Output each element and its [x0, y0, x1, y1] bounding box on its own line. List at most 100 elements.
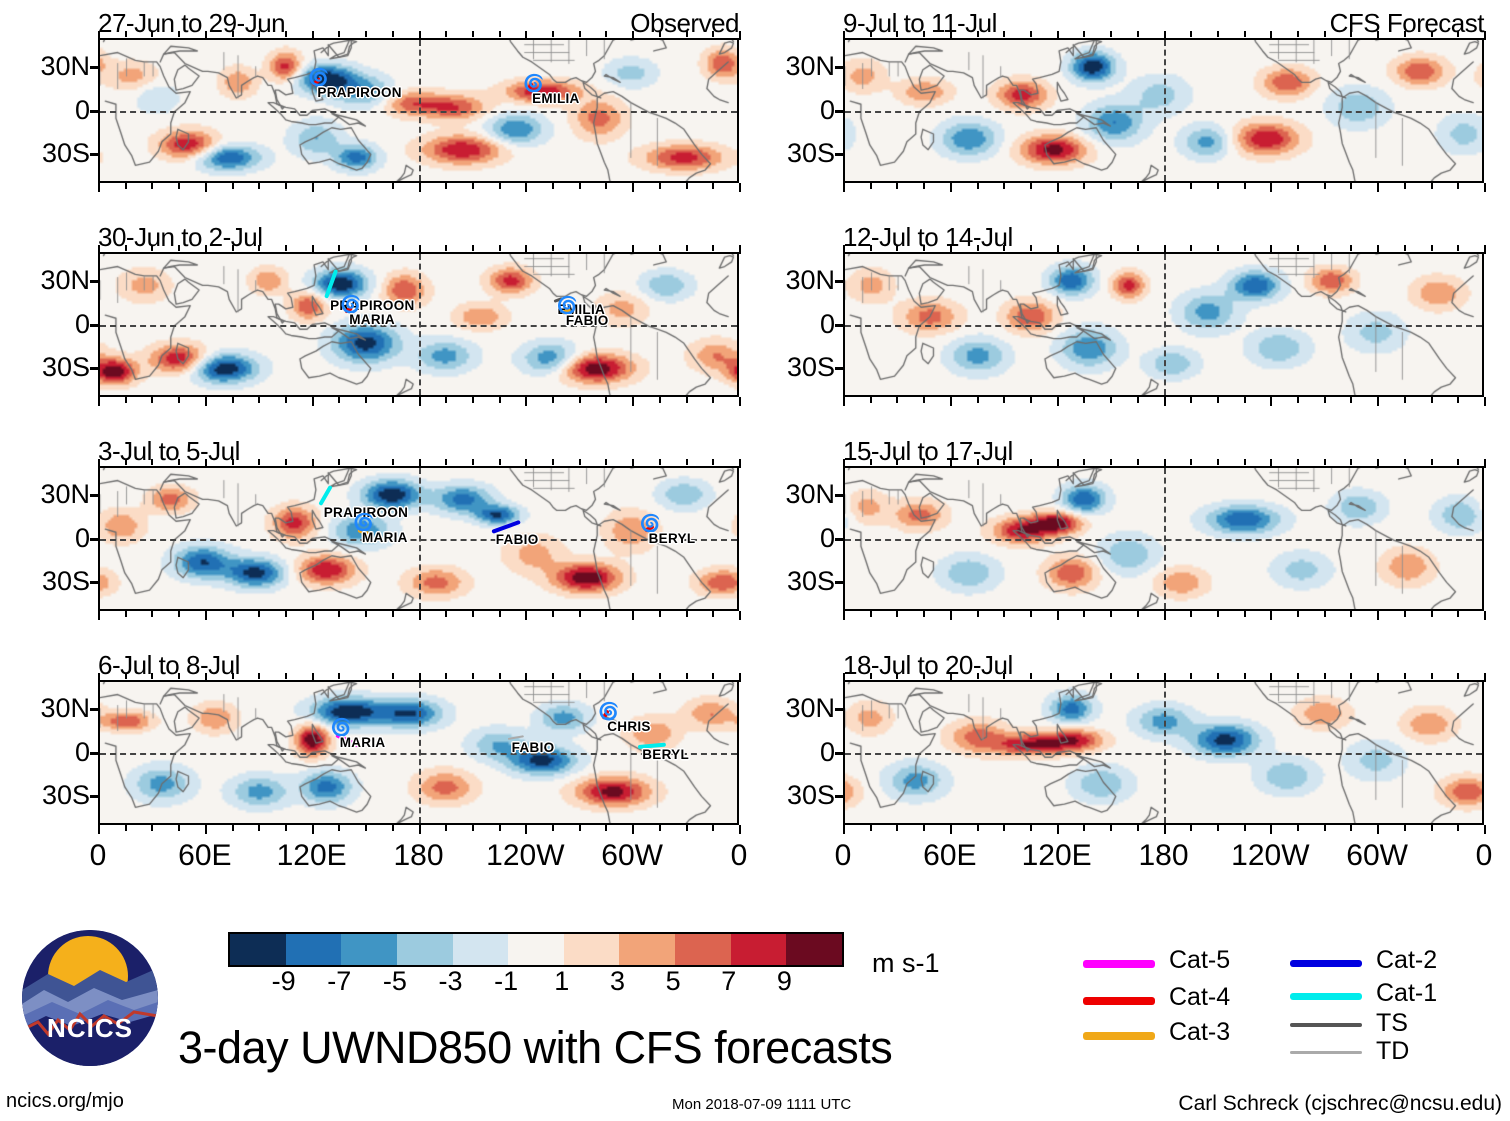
x-tick: [949, 459, 952, 468]
map-panel-obs-3[interactable]: PRAPIROON 🌀 MARIA FABIO 🌀 BERYL: [98, 466, 739, 611]
x-tick: [1350, 31, 1353, 37]
x-axis-label: 180: [393, 839, 444, 872]
colorbar-cell-1: [285, 934, 342, 965]
x-tick: [284, 245, 287, 251]
x-tick: [1430, 459, 1433, 465]
x-tick: [1270, 245, 1273, 254]
y-tick: [835, 323, 845, 327]
x-tick: [869, 183, 872, 189]
x-tick: [1350, 459, 1353, 465]
x-tick: [445, 31, 448, 37]
x-tick: [365, 825, 368, 831]
y-axis-label: 0: [74, 94, 90, 125]
x-tick: [1083, 31, 1086, 37]
x-tick: [1216, 183, 1219, 189]
map-panel-obs-1[interactable]: 🌀 PRAPIROON 🌀 EMILIA: [98, 38, 739, 183]
x-tick: [712, 459, 715, 465]
legend-swatch-cat-4: [1083, 997, 1155, 1005]
x-tick: [258, 459, 261, 465]
x-tick: [1003, 459, 1006, 465]
map-panel-obs-4[interactable]: 🌀 MARIA FABIO 🌀 CHRIS BERYL: [98, 680, 739, 825]
x-tick: [311, 245, 314, 254]
x-tick: [869, 459, 872, 465]
x-tick: [1403, 397, 1406, 403]
x-tick: [98, 673, 100, 682]
x-tick: [552, 245, 555, 251]
map-panel-fcst-4[interactable]: [843, 680, 1484, 825]
y-axis-label: 30S: [786, 780, 835, 810]
x-tick: [843, 825, 845, 834]
x-tick: [1003, 397, 1006, 403]
x-tick: [1216, 611, 1219, 617]
x-tick: [605, 397, 608, 403]
map-panel-fcst-3[interactable]: [843, 466, 1484, 611]
site-url[interactable]: ncics.org/mjo: [6, 1090, 124, 1112]
x-tick: [1297, 825, 1300, 831]
x-tick: [338, 397, 341, 403]
x-tick: [1029, 459, 1032, 465]
x-tick: [658, 459, 661, 465]
x-tick: [1430, 183, 1433, 189]
x-tick: [338, 31, 341, 37]
x-tick: [365, 245, 368, 251]
x-tick: [284, 611, 287, 617]
x-tick: [1163, 245, 1166, 254]
hurricane-symbol-prapiroon: 🌀: [308, 68, 330, 87]
x-tick: [685, 397, 688, 403]
x-tick: [632, 31, 635, 40]
colorbar-cell-7: [619, 934, 675, 965]
x-tick: [949, 611, 952, 620]
y-tick: [835, 751, 845, 755]
x-tick: [1297, 673, 1300, 679]
x-tick: [391, 825, 394, 831]
x-tick: [1323, 245, 1326, 251]
panel-title-obs-2: 30-Jun to 2-Jul: [98, 222, 263, 252]
x-tick: [685, 825, 688, 831]
map-panel-obs-2[interactable]: PRAPIROON 🌀 MARIA EMILIA 🌀 FABIO: [98, 252, 739, 397]
x-tick: [284, 673, 287, 679]
x-tick: [1163, 459, 1166, 468]
x-axis-label: 120W: [486, 839, 565, 872]
colorbar-tick-label: 5: [665, 966, 681, 996]
storm-label-maria: MARIA: [361, 529, 408, 545]
x-tick: [843, 611, 845, 620]
x-tick: [1136, 397, 1139, 403]
x-tick: [1190, 245, 1193, 251]
map-panel-fcst-1[interactable]: [843, 38, 1484, 183]
y-tick: [835, 537, 845, 541]
x-tick: [1083, 673, 1086, 679]
legend-swatch-ts: [1290, 1023, 1362, 1027]
x-tick: [124, 183, 127, 189]
storm-label-fabio: FABIO: [565, 313, 609, 329]
y-tick: [90, 323, 100, 327]
x-tick: [445, 673, 448, 679]
x-tick: [976, 825, 979, 831]
x-tick: [1056, 459, 1059, 468]
y-tick: [835, 109, 845, 113]
legend-label-cat-4: Cat-4: [1169, 983, 1231, 1011]
x-tick: [1430, 673, 1433, 679]
storm-label-maria: MARIA: [339, 735, 386, 751]
x-tick: [1136, 825, 1139, 831]
x-tick: [1136, 183, 1139, 189]
x-tick: [258, 31, 261, 37]
x-tick: [124, 673, 127, 679]
x-tick: [1163, 611, 1166, 620]
x-tick: [578, 183, 581, 189]
y-tick: [90, 66, 100, 69]
map-panel-fcst-2[interactable]: [843, 252, 1484, 397]
x-tick: [525, 825, 528, 834]
x-tick: [1457, 459, 1460, 465]
x-tick: [151, 825, 154, 831]
dateline: [1163, 682, 1166, 823]
x-tick: [1323, 397, 1326, 403]
x-tick: [578, 245, 581, 251]
x-tick: [896, 245, 899, 251]
x-tick: [923, 673, 926, 679]
x-tick: [1003, 673, 1006, 679]
x-tick: [1457, 611, 1460, 617]
x-tick: [1323, 611, 1326, 617]
y-tick: [835, 581, 845, 584]
x-tick: [1190, 611, 1193, 617]
storm-label-chris: CHRIS: [607, 718, 651, 734]
